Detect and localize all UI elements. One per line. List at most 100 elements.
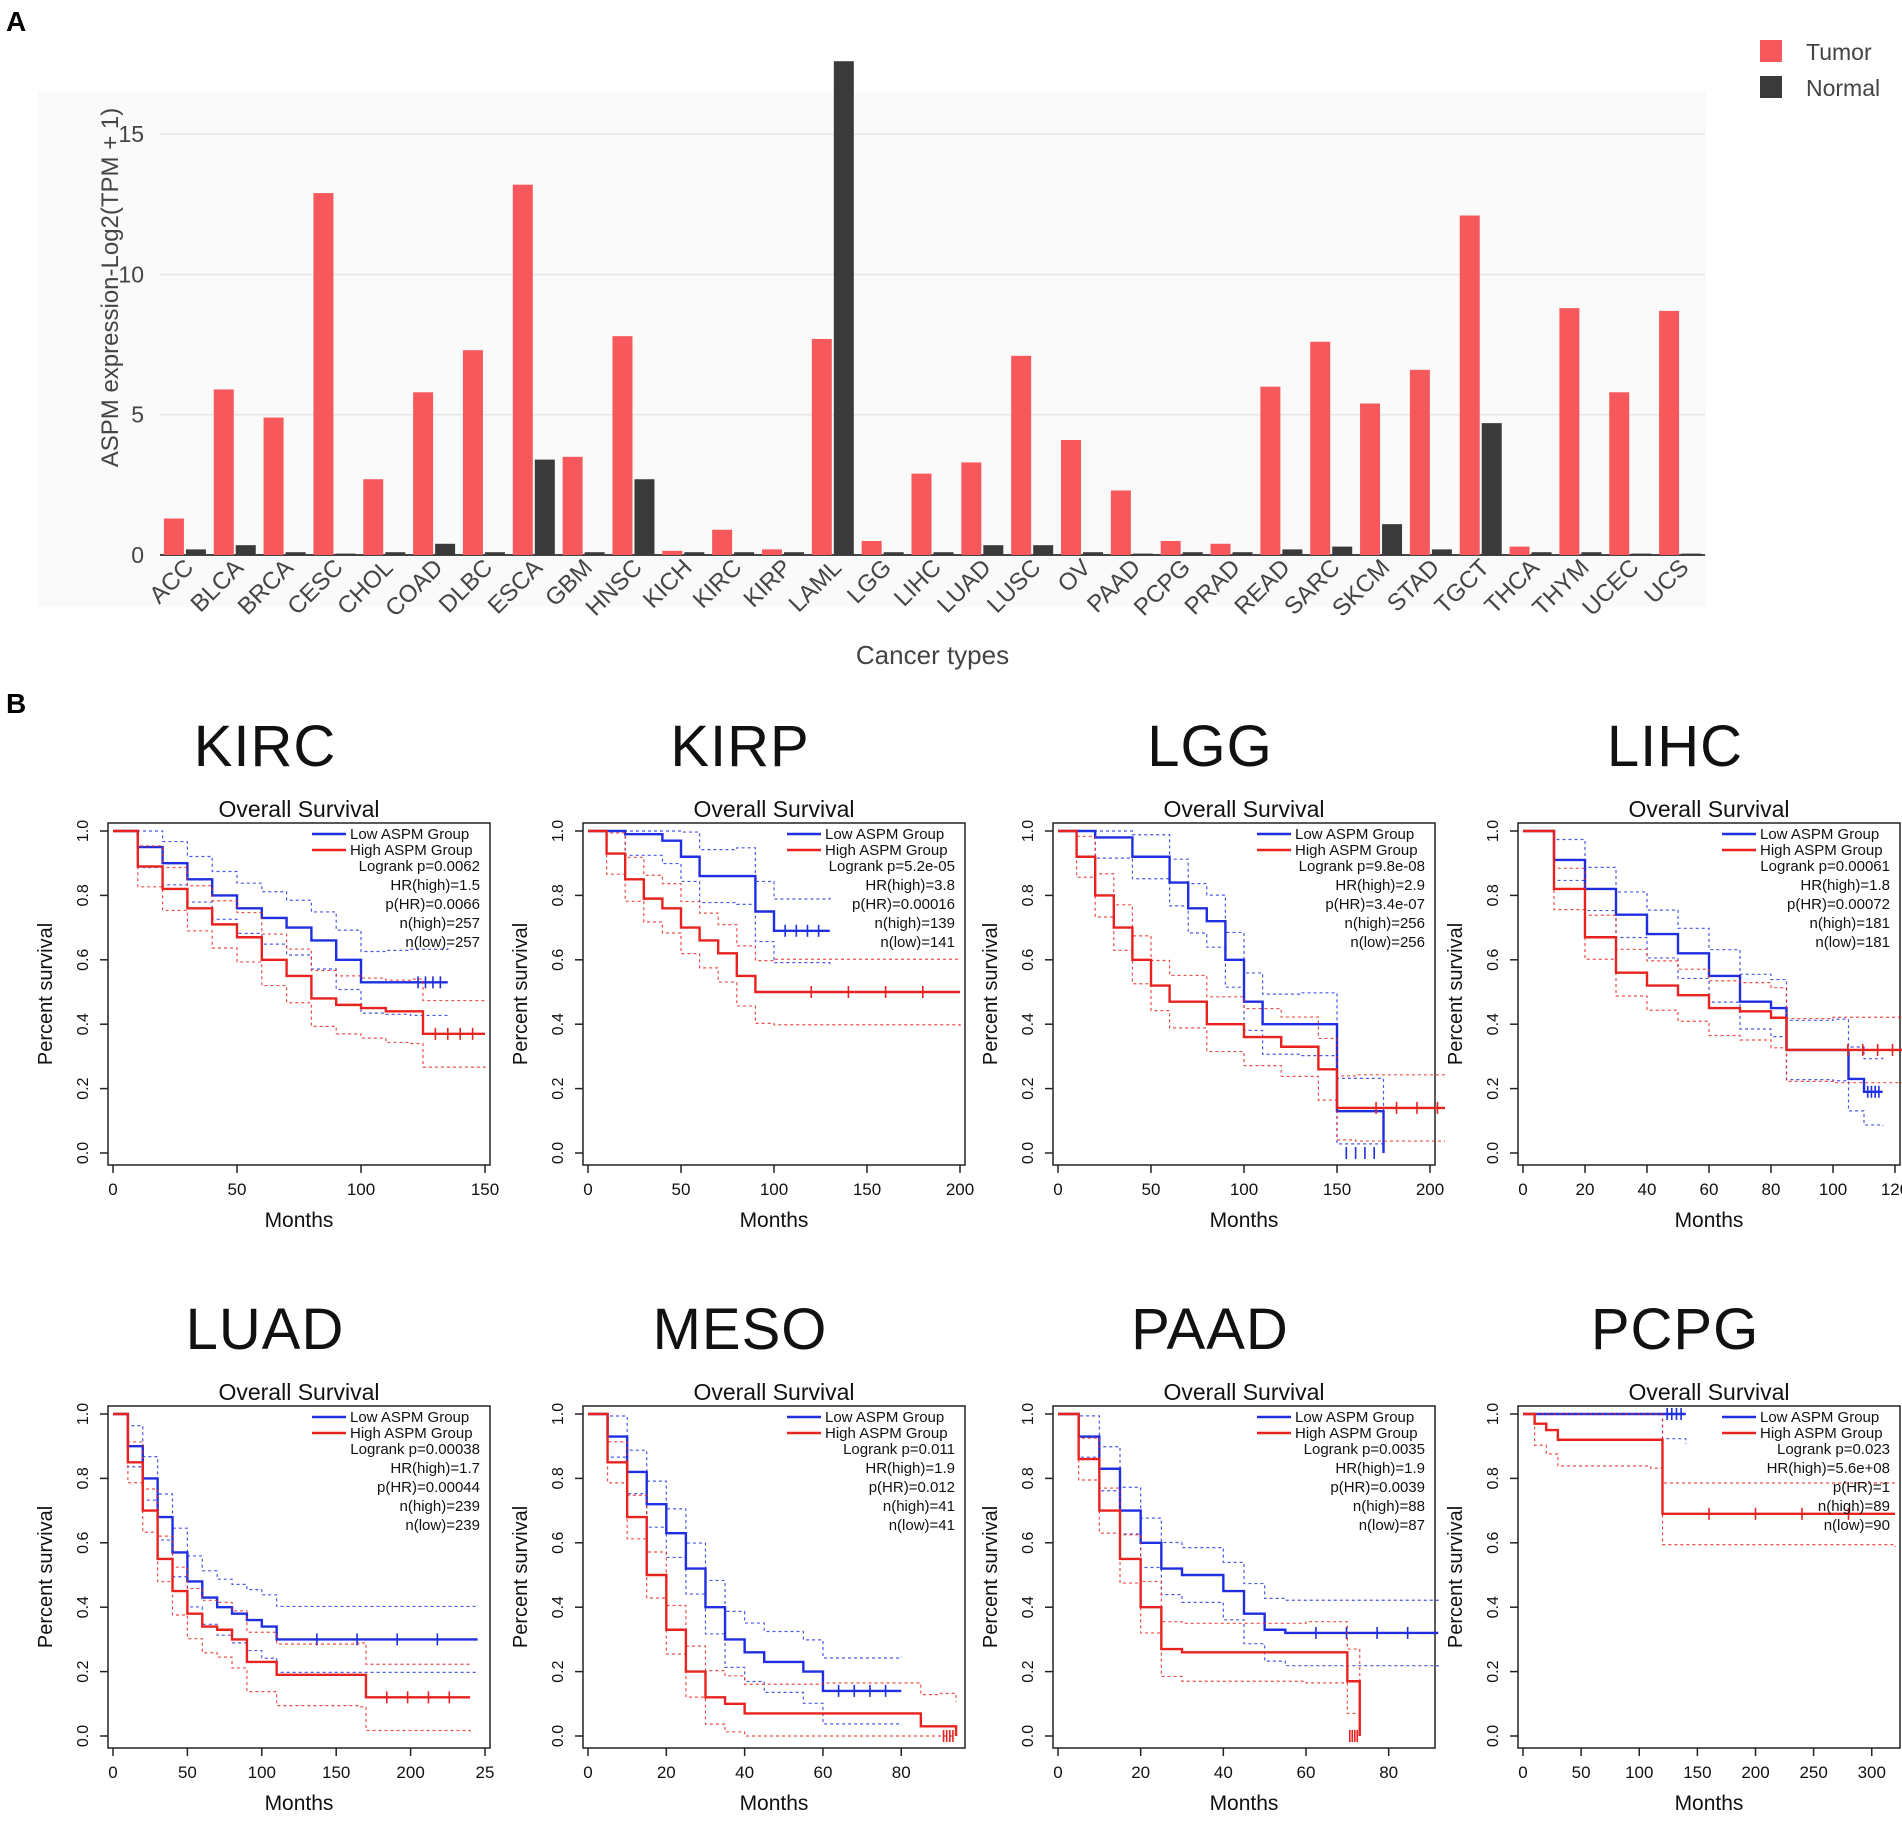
y-tick-label: 0.2	[1020, 1660, 1037, 1682]
y-tick-label: 1.0	[550, 820, 567, 842]
stat-line: p(HR)=0.00016	[852, 896, 955, 913]
stat-line: n(high)=181	[1810, 915, 1890, 932]
x-axis-title: Months	[1675, 1792, 1744, 1815]
legend-low-label: Low ASPM Group	[1760, 1409, 1879, 1426]
bar-tumor-dlbc	[462, 350, 483, 555]
plot-frame	[107, 822, 491, 1166]
legend-high-label: High ASPM Group	[1295, 1425, 1418, 1442]
y-tick-label: 0	[131, 542, 144, 568]
x-tick-label: 0	[1053, 1180, 1062, 1199]
x-tick-label: 20	[1576, 1180, 1595, 1199]
y-tick-label: 0.4	[550, 1013, 567, 1035]
x-tick-label: 120	[1881, 1180, 1902, 1199]
stat-line: n(high)=257	[400, 915, 480, 932]
legend-low-label: Low ASPM Group	[825, 826, 944, 843]
legend-high-label: High ASPM Group	[350, 842, 473, 859]
stat-line: n(high)=88	[1353, 1498, 1425, 1515]
x-tick-label: 40	[1638, 1180, 1657, 1199]
stat-line: n(low)=90	[1824, 1517, 1890, 1534]
stat-line: HR(high)=1.9	[865, 1460, 955, 1477]
x-tick-label: 200	[946, 1180, 974, 1199]
stat-line: n(high)=89	[1818, 1498, 1890, 1515]
bar-tumor-laml	[811, 338, 832, 555]
bar-normal-brca	[285, 552, 306, 555]
high-ci-upper	[113, 830, 486, 1002]
x-tick-label: 50	[1142, 1180, 1161, 1199]
y-tick-label: 0.8	[550, 884, 567, 906]
bar-tumor-coad	[413, 392, 434, 555]
legend-low-label: Low ASPM Group	[350, 1409, 469, 1426]
x-tick-label: 0	[108, 1763, 117, 1782]
bar-normal-sarc	[1332, 546, 1353, 555]
km-luad-chart: Overall Survival 0 50 100 150 200 25 Months 0.0 0…	[35, 1379, 494, 1815]
low-survival-curve	[588, 829, 830, 933]
stat-line: n(low)=239	[405, 1517, 480, 1534]
bar-normal-kirc	[734, 552, 755, 555]
y-tick-label: 1.0	[1485, 820, 1502, 842]
legend-high-label: High ASPM Group	[825, 1425, 948, 1442]
bar-normal-skcm	[1382, 524, 1403, 555]
y-tick-label: 0.0	[1020, 1142, 1037, 1164]
legend-label-tumor: Tumor	[1806, 39, 1872, 65]
bar-tumor-lihc	[911, 473, 932, 555]
x-tick-label: 80	[892, 1763, 911, 1782]
y-tick-label: 0.8	[75, 884, 92, 906]
bar-normal-coad	[435, 543, 456, 555]
x-tick-label: 250	[1799, 1763, 1827, 1782]
x-tick-label: 200	[396, 1763, 424, 1782]
bar-tumor-paad	[1110, 490, 1131, 555]
x-tick-label: 20	[657, 1763, 676, 1782]
bar-tumor-kirp	[761, 549, 782, 555]
stat-line: n(high)=239	[400, 1498, 480, 1515]
stat-line: Logrank p=0.0062	[359, 858, 480, 875]
x-tick-label: 40	[735, 1763, 754, 1782]
x-tick-label: 150	[1683, 1763, 1711, 1782]
bar-tumor-luad	[961, 462, 982, 555]
y-tick-label: 1.0	[75, 820, 92, 842]
y-tick-label: 0.8	[1485, 1467, 1502, 1489]
y-axis-title: Percent survival	[1445, 1506, 1467, 1648]
x-tick-label: 80	[1762, 1180, 1781, 1199]
y-tick-label: 0.2	[75, 1077, 92, 1099]
high-survival-curve	[1058, 829, 1445, 1110]
x-tick-label: 0	[1518, 1763, 1527, 1782]
bar-normal-thym	[1581, 552, 1602, 555]
x-tick-label: 0	[1053, 1763, 1062, 1782]
plot-title: Overall Survival	[218, 1379, 379, 1405]
bar-normal-esca	[534, 459, 555, 555]
y-tick-label: 0.2	[1485, 1660, 1502, 1682]
y-tick-label: 0.2	[1020, 1077, 1037, 1099]
stat-line: n(high)=139	[875, 915, 955, 932]
stat-line: n(low)=141	[880, 934, 955, 951]
high-survival-curve	[113, 1412, 471, 1699]
km-kirp-heading: KIRP	[670, 714, 810, 779]
bar-normal-tgct	[1481, 423, 1502, 555]
high-survival-curve	[1523, 1412, 1895, 1516]
y-tick-label: 0.6	[1485, 949, 1502, 971]
x-tick-label: 0	[108, 1180, 117, 1199]
x-axis-title: Months	[1210, 1209, 1279, 1232]
expression-bar-chart: 051015ACCBLCABRCACESCCHOLCOADDLBCESCAGBM…	[38, 39, 1880, 670]
bar-tumor-stad	[1409, 369, 1430, 555]
high-survival-curve	[1058, 1412, 1361, 1736]
y-axis-title: Percent survival	[980, 1506, 1002, 1648]
y-tick-label: 0.0	[550, 1725, 567, 1747]
y-tick-label: 0.0	[75, 1725, 92, 1747]
x-tick-label: 100	[1230, 1180, 1258, 1199]
bar-tumor-cesc	[313, 193, 334, 556]
stat-line: HR(high)=5.6e+08	[1767, 1460, 1890, 1477]
x-tick-label: 50	[672, 1180, 691, 1199]
bar-normal-thca	[1531, 552, 1552, 555]
bar-tumor-kich	[662, 550, 683, 555]
x-axis-title: Months	[740, 1792, 809, 1815]
bar-normal-cesc	[335, 553, 356, 555]
y-axis-title: Percent survival	[510, 923, 532, 1065]
km-pcpg-heading: PCPG	[1590, 1297, 1760, 1362]
bar-normal-paad	[1132, 553, 1153, 555]
x-tick-label: 100	[760, 1180, 788, 1199]
km-paad-panel: PAAD Overall Survival 0 20 40 60 80 Months 0.0 0.…	[975, 1278, 1445, 1833]
x-tick-label: 50	[1572, 1763, 1591, 1782]
y-tick-label: 0.8	[1485, 884, 1502, 906]
high-survival-curve	[588, 829, 960, 994]
x-tick-label: 150	[1323, 1180, 1351, 1199]
